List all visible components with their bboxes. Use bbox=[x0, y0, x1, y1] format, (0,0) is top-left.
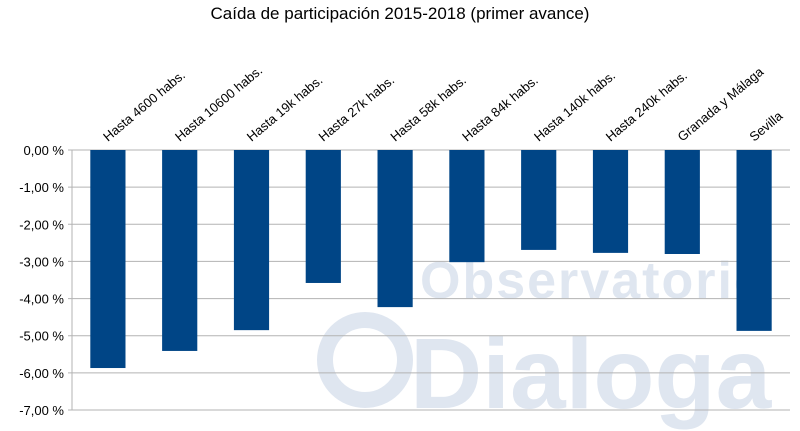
bar bbox=[521, 150, 557, 250]
y-tick-label: -4,00 % bbox=[19, 292, 64, 307]
y-tick-label: -2,00 % bbox=[19, 217, 64, 232]
x-tick-label: Hasta 58k habs. bbox=[387, 72, 469, 144]
y-tick-label: 0,00 % bbox=[24, 143, 65, 158]
bar bbox=[736, 150, 772, 331]
watermark: Dialoga bbox=[410, 318, 773, 430]
y-tick-label: -5,00 % bbox=[19, 329, 64, 344]
y-tick-label: -3,00 % bbox=[19, 254, 64, 269]
bar bbox=[449, 150, 485, 263]
bar bbox=[162, 150, 198, 351]
y-tick-label: -7,00 % bbox=[19, 403, 64, 418]
x-tick-label: Sevilla bbox=[746, 108, 786, 145]
y-tick-label: -1,00 % bbox=[19, 180, 64, 195]
bar bbox=[664, 150, 700, 254]
bar bbox=[305, 150, 341, 283]
x-tick-label: Hasta 27k habs. bbox=[316, 72, 398, 144]
y-tick-label: -6,00 % bbox=[19, 366, 64, 381]
bar bbox=[233, 150, 270, 331]
bar bbox=[377, 150, 413, 308]
bar bbox=[90, 150, 126, 369]
x-tick-label: Hasta 84k habs. bbox=[459, 72, 541, 144]
bar bbox=[592, 150, 629, 253]
chart-title: Caída de participación 2015-2018 (primer… bbox=[211, 4, 590, 23]
x-tick-label: Hasta 19k habs. bbox=[244, 72, 326, 144]
watermark-logo bbox=[317, 312, 413, 408]
